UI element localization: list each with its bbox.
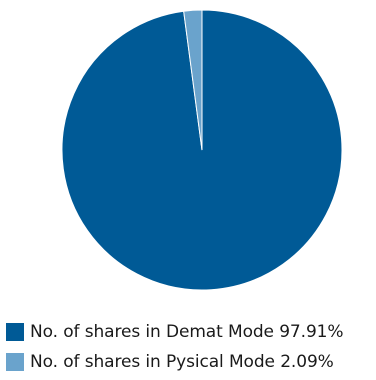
legend-label-physical: No. of shares in Pysical Mode 2.09%: [30, 352, 334, 372]
legend-item-physical: No. of shares in Pysical Mode 2.09%: [6, 350, 372, 374]
legend-swatch-demat: [6, 323, 24, 341]
legend-label-demat: No. of shares in Demat Mode 97.91%: [30, 322, 344, 342]
pie-svg: [61, 9, 343, 291]
legend-swatch-physical: [6, 353, 24, 371]
legend: No. of shares in Demat Mode 97.91% No. o…: [6, 320, 372, 380]
pie-chart: [61, 9, 343, 291]
legend-item-demat: No. of shares in Demat Mode 97.91%: [6, 320, 372, 344]
pie-slice-physical: [183, 9, 203, 151]
